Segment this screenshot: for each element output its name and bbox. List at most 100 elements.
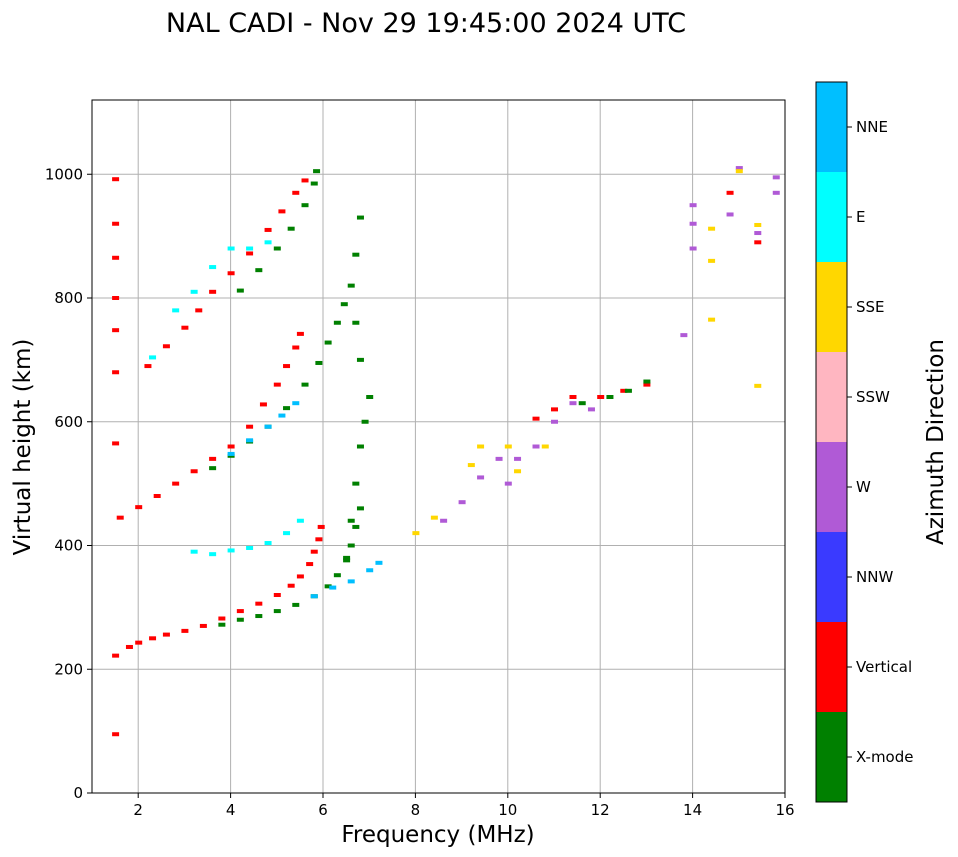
data-point (292, 190, 300, 195)
data-point (310, 549, 318, 554)
data-point (689, 203, 697, 208)
colorbar-swatch (816, 82, 847, 172)
data-point (112, 221, 120, 226)
data-point (112, 370, 120, 375)
data-point (352, 252, 360, 257)
data-point (606, 395, 614, 399)
data-point (477, 444, 485, 449)
y-axis-label: Virtual height (km) (10, 339, 36, 556)
data-point (283, 531, 291, 536)
data-point (292, 602, 300, 607)
data-point (218, 616, 226, 621)
chart-title: NAL CADI - Nov 29 19:45:00 2024 UTC (166, 8, 686, 39)
data-point (689, 221, 697, 226)
data-point (708, 317, 716, 322)
x-tick-label: 16 (775, 801, 794, 819)
data-point (569, 395, 577, 399)
data-point (292, 345, 300, 350)
data-point (467, 463, 475, 468)
data-point (352, 524, 360, 529)
data-point (292, 401, 300, 406)
data-point (356, 357, 364, 362)
data-point (587, 407, 595, 412)
data-point (495, 456, 503, 461)
data-point (255, 614, 263, 619)
data-point (333, 320, 341, 325)
data-point (255, 601, 263, 606)
data-point (236, 609, 244, 614)
data-point (264, 227, 272, 232)
data-point (227, 451, 235, 456)
x-tick-label: 12 (591, 801, 610, 819)
data-point (172, 308, 180, 313)
data-point (569, 401, 577, 406)
data-point (273, 609, 281, 614)
data-point (620, 388, 628, 393)
data-point (255, 268, 263, 273)
data-point (246, 246, 254, 251)
colorbar-swatch (816, 532, 847, 622)
data-point (532, 444, 540, 449)
colorbar-swatch (816, 622, 847, 712)
data-point (514, 456, 522, 461)
data-point (356, 215, 364, 220)
data-point (236, 288, 244, 293)
data-point (112, 441, 120, 446)
x-tick-label: 10 (498, 801, 517, 819)
data-point (754, 383, 762, 388)
data-point (199, 623, 207, 628)
data-point (347, 283, 355, 288)
data-point (578, 401, 586, 406)
colorbar-swatch (816, 172, 847, 262)
y-axis-ticks: 0 200 400 600 800 1000 (45, 165, 92, 802)
data-point (680, 333, 688, 338)
data-point (366, 568, 374, 573)
data-point (246, 251, 254, 256)
data-point (112, 653, 120, 658)
data-point (264, 541, 272, 546)
data-point (310, 594, 318, 599)
data-point (296, 331, 304, 336)
data-point (313, 169, 321, 174)
data-point (227, 271, 235, 276)
data-point (125, 644, 133, 649)
data-point (347, 543, 355, 548)
data-point (246, 545, 254, 550)
colorbar-tick-label: NNE (856, 118, 888, 136)
plot-frame (91, 99, 786, 794)
data-point (283, 406, 291, 411)
data-point (259, 402, 267, 407)
data-point (343, 558, 351, 563)
data-point (551, 419, 558, 424)
data-point (356, 444, 364, 449)
colorbar: X-mode Vertical NNW W SSW SSE E NNE (816, 82, 913, 802)
data-point (347, 518, 355, 523)
data-point (347, 579, 355, 584)
data-point (532, 416, 540, 421)
data-point (149, 636, 157, 641)
data-point (112, 732, 120, 737)
colorbar-swatch (816, 712, 847, 802)
y-tick-label: 400 (54, 537, 83, 555)
colorbar-tick-label: SSE (856, 298, 885, 316)
data-point (301, 178, 309, 183)
data-point (190, 289, 198, 294)
data-point (333, 573, 341, 578)
data-point (315, 360, 323, 365)
data-point (726, 212, 734, 217)
data-point (149, 355, 157, 360)
data-point (190, 469, 198, 474)
colorbar-tick-label: SSW (856, 388, 890, 406)
data-point (112, 177, 120, 182)
data-point (162, 344, 170, 349)
data-point (218, 622, 226, 627)
data-point (296, 574, 304, 579)
data-point (643, 379, 651, 384)
x-axis-ticks: 2 4 6 8 10 12 14 16 (133, 793, 795, 819)
data-point (366, 395, 374, 399)
data-point (458, 500, 466, 505)
data-point (551, 407, 558, 412)
data-point (352, 481, 360, 486)
data-point (264, 424, 272, 429)
y-tick-label: 600 (54, 413, 83, 431)
